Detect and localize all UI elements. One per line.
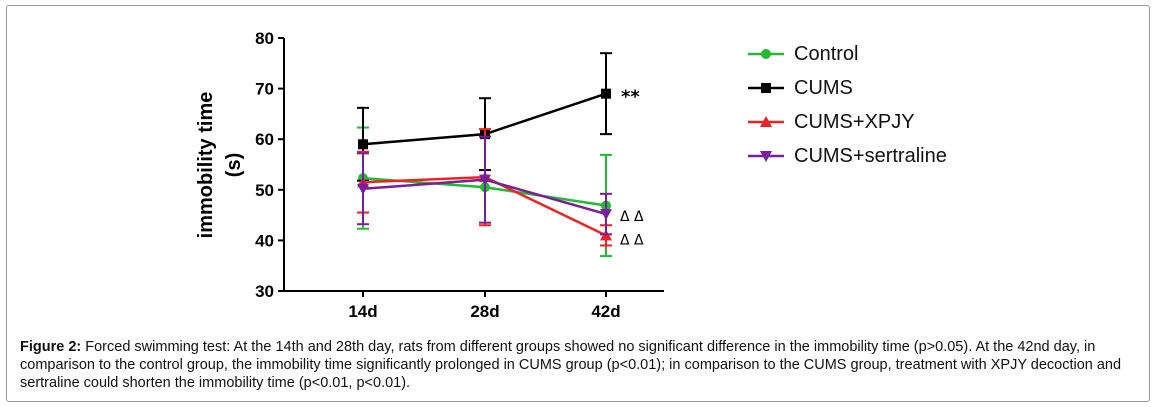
series-cums-sertraline: [357, 135, 612, 236]
y-axis-title-line: immobility time: [195, 92, 217, 239]
legend-item: CUMS+sertraline: [746, 142, 1006, 176]
y-axis-title-text: immobility time (s): [195, 92, 245, 239]
caption-text: Forced swimming test: At the 14th and 28…: [20, 339, 1122, 391]
caption-label: Figure 2:: [20, 339, 82, 355]
x-tick-label: 42d: [591, 302, 620, 321]
legend-swatch: [748, 116, 784, 127]
y-tick-label: 70: [255, 80, 274, 99]
data-point: [600, 209, 612, 221]
annotation-label: Δ Δ: [620, 232, 644, 248]
legend-item: CUMS: [746, 74, 1006, 108]
legend-label: CUMS+sertraline: [794, 145, 947, 167]
figure-frame: [6, 5, 1150, 402]
y-tick-label: 40: [255, 231, 274, 250]
axes: 30 40 50 60 70 80 14d 28d 42d: [255, 29, 664, 321]
series-layer: [357, 52, 612, 258]
legend-marker: [761, 83, 771, 93]
legend-swatch: [748, 151, 784, 162]
legend-swatch: [748, 49, 784, 59]
legend-swatch: [748, 83, 784, 93]
y-axis-title: immobility time (s): [195, 92, 245, 239]
data-point: [357, 183, 369, 195]
y-axis-title-line: (s): [223, 153, 245, 177]
y-tick-label: 50: [255, 181, 274, 200]
legend-item: Control: [746, 40, 1006, 74]
legend-item: CUMS+XPJY: [746, 108, 1006, 142]
legend: Control CUMS CUMS+XPJY CUMS+sertraline: [746, 40, 1006, 176]
data-point: [601, 88, 611, 99]
y-tick-label: 60: [255, 130, 274, 149]
x-tick-label: 14d: [348, 302, 377, 321]
legend-marker: [760, 116, 772, 127]
legend-label: Control: [794, 43, 859, 65]
data-point: [358, 139, 368, 150]
annotation-label: Δ Δ: [620, 209, 644, 225]
annotations: ** Δ Δ Δ Δ: [620, 87, 644, 249]
legend-marker: [761, 49, 771, 59]
data-point: [479, 174, 491, 186]
annotation-label: **: [621, 87, 640, 108]
legend-marker: [760, 151, 772, 162]
figure-caption: Figure 2: Forced swimming test: At the 1…: [20, 338, 1138, 392]
y-tick-label: 30: [255, 282, 274, 301]
legend-label: CUMS+XPJY: [794, 111, 915, 133]
y-tick-label: 80: [255, 29, 274, 48]
x-tick-label: 28d: [470, 302, 499, 321]
legend-label: CUMS: [794, 77, 853, 99]
